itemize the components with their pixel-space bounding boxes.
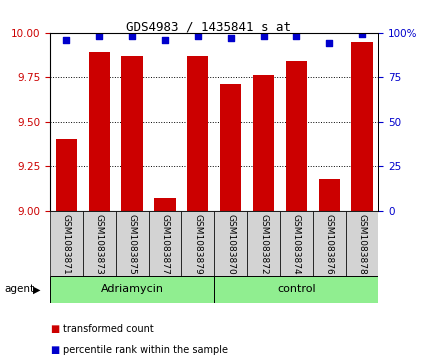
Text: ■: ■	[50, 345, 59, 355]
Text: GDS4983 / 1435841_s_at: GDS4983 / 1435841_s_at	[126, 20, 291, 33]
Point	[128, 33, 135, 39]
Text: GSM1083876: GSM1083876	[324, 214, 333, 274]
Bar	[252, 76, 273, 211]
Bar	[154, 198, 175, 211]
Bar	[214, 276, 378, 303]
Bar	[351, 42, 372, 211]
Bar	[82, 211, 115, 276]
Text: Adriamycin: Adriamycin	[100, 285, 163, 294]
Bar	[247, 211, 279, 276]
Bar	[56, 139, 77, 211]
Bar	[181, 211, 214, 276]
Text: GSM1083874: GSM1083874	[291, 214, 300, 274]
Bar	[187, 56, 208, 211]
Bar	[121, 56, 142, 211]
Text: percentile rank within the sample: percentile rank within the sample	[63, 345, 227, 355]
Bar	[312, 211, 345, 276]
Text: GSM1083872: GSM1083872	[258, 214, 267, 274]
Text: GSM1083875: GSM1083875	[127, 214, 136, 274]
Point	[292, 33, 299, 39]
Point	[194, 33, 201, 39]
Point	[358, 32, 365, 37]
Bar	[285, 61, 306, 211]
Text: ■: ■	[50, 323, 59, 334]
Text: GSM1083870: GSM1083870	[226, 214, 235, 274]
Bar	[214, 211, 247, 276]
Text: transformed count: transformed count	[63, 323, 154, 334]
Bar	[50, 276, 214, 303]
Text: GSM1083873: GSM1083873	[95, 214, 104, 274]
Bar	[345, 211, 378, 276]
Bar	[279, 211, 312, 276]
Bar	[220, 84, 241, 211]
Point	[95, 33, 102, 39]
Bar	[148, 211, 181, 276]
Text: ▶: ▶	[33, 285, 40, 294]
Bar	[318, 179, 339, 211]
Text: GSM1083871: GSM1083871	[62, 214, 71, 274]
Point	[161, 37, 168, 43]
Point	[260, 33, 266, 39]
Text: control: control	[276, 285, 315, 294]
Text: GSM1083878: GSM1083878	[357, 214, 366, 274]
Bar	[50, 211, 82, 276]
Text: agent: agent	[4, 285, 34, 294]
Text: GSM1083877: GSM1083877	[160, 214, 169, 274]
Point	[227, 35, 233, 41]
Bar	[115, 211, 148, 276]
Point	[63, 37, 70, 43]
Text: GSM1083879: GSM1083879	[193, 214, 202, 274]
Point	[325, 40, 332, 46]
Bar	[89, 52, 110, 211]
